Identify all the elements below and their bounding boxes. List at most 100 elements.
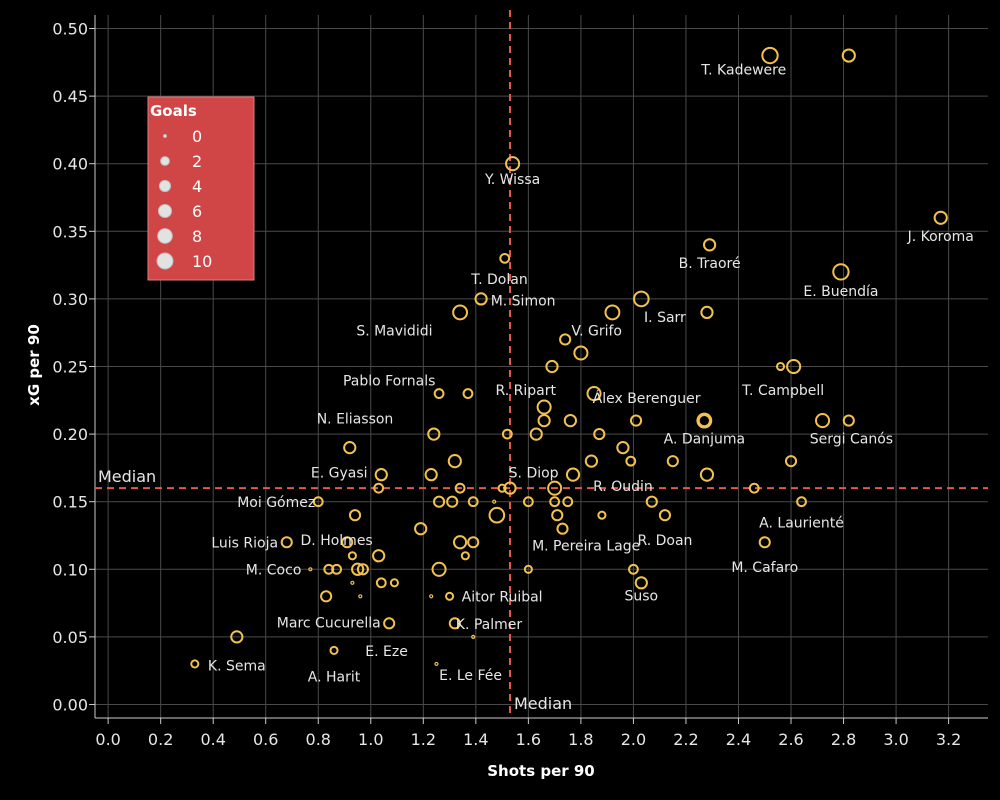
- point-label: D. Holmes: [301, 533, 373, 549]
- y-tick-label: 0.45: [52, 87, 88, 106]
- data-point: [452, 535, 468, 550]
- data-point: [658, 509, 672, 522]
- data-point: [933, 210, 948, 225]
- x-tick-label: 3.2: [936, 730, 961, 749]
- data-point: [814, 413, 831, 429]
- legend-marker: [156, 252, 174, 270]
- point-label: Suso: [624, 588, 658, 604]
- x-tick-label: 3.0: [883, 730, 908, 749]
- data-point: [460, 551, 470, 561]
- data-point: [586, 386, 602, 402]
- data-point: [331, 563, 343, 575]
- data-point: [505, 156, 521, 172]
- data-point: [645, 495, 658, 508]
- legend-marker: [157, 228, 173, 244]
- x-axis-title: Shots per 90: [487, 762, 595, 780]
- data-point: [549, 496, 561, 508]
- data-point: [629, 414, 643, 427]
- data-point: [329, 645, 339, 655]
- data-point: [559, 333, 572, 346]
- data-point: [786, 358, 802, 375]
- data-point: [604, 304, 621, 321]
- data-point: [467, 536, 480, 549]
- data-point: [562, 496, 574, 508]
- data-point: [761, 46, 779, 65]
- data-point: [697, 413, 711, 428]
- point-label: B. Traoré: [679, 256, 741, 272]
- data-point: [383, 617, 396, 630]
- data-points: [190, 46, 948, 669]
- point-label: T. Dolan: [470, 272, 527, 288]
- point-label: T. Campbell: [741, 383, 824, 399]
- point-label: R. Oudin: [593, 479, 653, 495]
- data-point: [358, 594, 363, 599]
- data-point: [497, 483, 507, 493]
- point-label: Pablo Fornals: [343, 373, 435, 389]
- data-point: [375, 577, 387, 589]
- data-point: [373, 482, 385, 494]
- data-point: [700, 305, 714, 320]
- data-point: [573, 345, 589, 361]
- data-point: [666, 455, 679, 468]
- x-tick-label: 0.2: [148, 730, 173, 749]
- x-tick-label: 1.8: [568, 730, 593, 749]
- data-point: [625, 455, 637, 467]
- data-point: [565, 467, 581, 482]
- x-tick-label: 0.8: [306, 730, 331, 749]
- data-point: [341, 536, 354, 549]
- data-point: [434, 661, 439, 667]
- data-point: [492, 499, 497, 504]
- point-label: K. Sema: [208, 659, 266, 675]
- data-point: [634, 576, 648, 590]
- y-tick-label: 0.40: [52, 155, 88, 174]
- data-point: [784, 455, 798, 468]
- data-point: [796, 496, 807, 508]
- data-point: [424, 468, 438, 482]
- point-label: T. Kadewere: [700, 62, 786, 78]
- x-tick-label: 2.8: [831, 730, 856, 749]
- data-point: [584, 454, 599, 468]
- data-point: [699, 467, 715, 482]
- data-point: [551, 509, 564, 522]
- data-point: [547, 480, 563, 496]
- data-point: [351, 562, 365, 576]
- point-label: A. Danjuma: [664, 432, 745, 448]
- data-point: [431, 561, 447, 577]
- data-point: [616, 441, 630, 455]
- median-lines: Median Median: [95, 10, 988, 718]
- data-point: [280, 536, 293, 549]
- data-point: [499, 252, 511, 264]
- data-point: [471, 634, 476, 639]
- data-point: [841, 48, 856, 63]
- legend-entry-label: 4: [192, 177, 202, 196]
- data-point: [702, 238, 717, 252]
- data-point: [597, 510, 607, 520]
- point-label: A. Laurienté: [759, 515, 844, 531]
- point-label: Álex Berenguer: [593, 390, 701, 407]
- point-label: V. Grifo: [571, 323, 622, 339]
- data-point: [536, 399, 552, 415]
- legend-marker: [158, 179, 172, 193]
- point-label: M. Simon: [491, 294, 556, 310]
- point-label: K. Palmer: [456, 617, 523, 633]
- data-point: [523, 564, 533, 574]
- point-label: Y. Wissa: [484, 172, 540, 188]
- point-label: Luis Rioja: [211, 536, 278, 552]
- point-label: M. Pereira Lage: [532, 538, 640, 554]
- data-point: [758, 536, 771, 549]
- x-tick-label: 2.2: [673, 730, 698, 749]
- point-label: E. Eze: [365, 644, 408, 660]
- data-point: [348, 509, 362, 522]
- point-label: I. Sarr: [644, 310, 686, 326]
- point-label: E. Buendía: [803, 284, 878, 300]
- point-labels: T. Kadewere Y. Wissa J. Koroma B. Traoré T. …: [208, 62, 974, 685]
- data-point: [593, 428, 606, 441]
- x-tick-label: 1.6: [516, 730, 541, 749]
- data-point: [429, 594, 434, 599]
- x-tick-label: 2.4: [726, 730, 751, 749]
- x-tick-label: 2.0: [621, 730, 646, 749]
- point-label: M. Cafaro: [731, 560, 798, 576]
- y-tick-label: 0.05: [52, 628, 88, 647]
- median-x-label: Median: [514, 694, 572, 713]
- data-point: [350, 580, 355, 585]
